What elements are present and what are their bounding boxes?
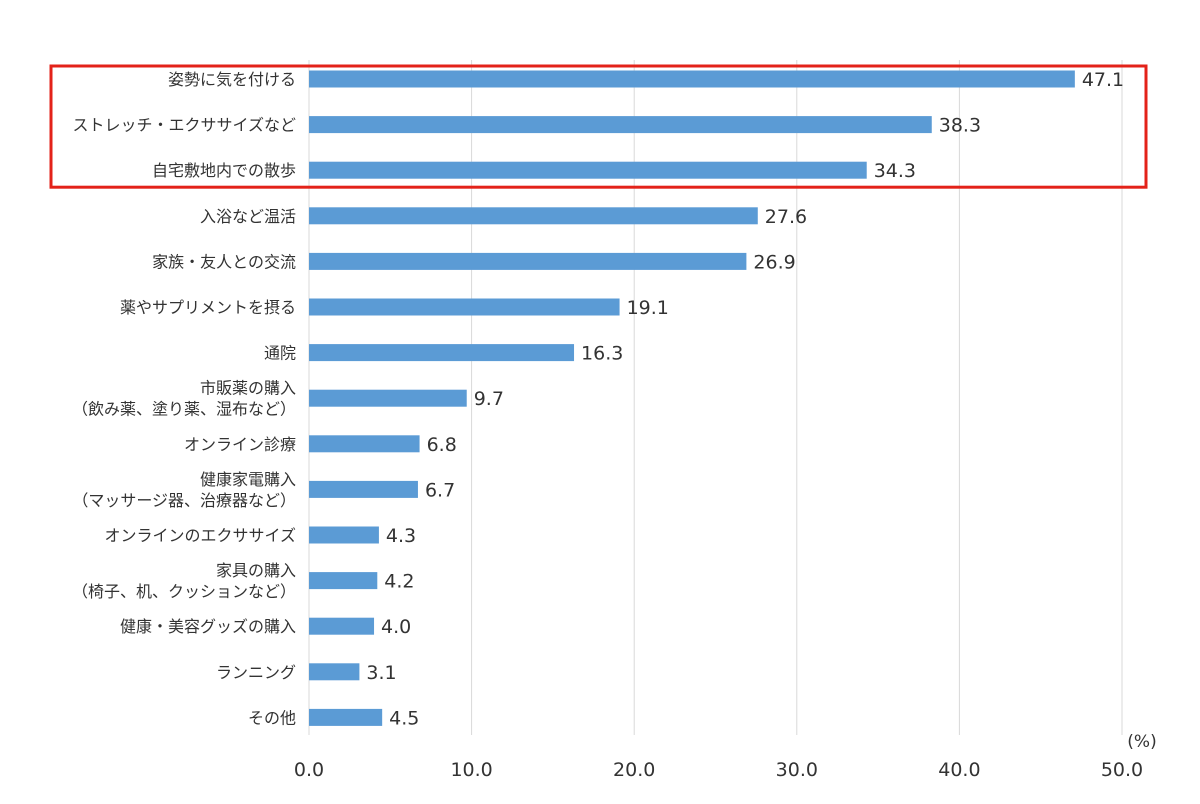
x-tick-label: 50.0 bbox=[1101, 759, 1143, 781]
category-label: 薬やサプリメントを摂る bbox=[120, 298, 296, 317]
category-labels: 姿勢に気を付けるストレッチ・エクササイズなど自宅敷地内での散歩入浴など温活家族・… bbox=[72, 70, 296, 727]
value-label: 4.5 bbox=[389, 707, 419, 729]
category-label: 自宅敷地内での散歩 bbox=[152, 161, 296, 180]
category-label: オンラインのエクササイズ bbox=[104, 526, 296, 545]
category-label: 市販薬の購入 bbox=[200, 379, 296, 398]
value-label: 4.3 bbox=[386, 525, 416, 547]
bar bbox=[309, 252, 747, 270]
bar bbox=[309, 435, 420, 453]
bars bbox=[309, 70, 1075, 726]
value-label: 3.1 bbox=[366, 662, 396, 684]
bar bbox=[309, 617, 375, 635]
category-label: 家族・友人との交流 bbox=[152, 252, 296, 271]
value-label: 26.9 bbox=[753, 251, 795, 273]
category-label: 健康家電購入 bbox=[200, 470, 296, 489]
x-tick-label: 20.0 bbox=[613, 759, 655, 781]
category-label: 入浴など温活 bbox=[200, 207, 296, 226]
category-label: 通院 bbox=[264, 344, 296, 363]
bar bbox=[309, 480, 418, 498]
x-tick-label: 30.0 bbox=[776, 759, 818, 781]
value-label: 19.1 bbox=[627, 297, 669, 319]
category-label: 家具の購入 bbox=[216, 561, 296, 580]
bar bbox=[309, 389, 467, 407]
value-label: 4.0 bbox=[381, 616, 411, 638]
category-label: 姿勢に気を付ける bbox=[168, 70, 296, 89]
bar bbox=[309, 708, 383, 726]
category-label: （マッサージ器、治療器など） bbox=[72, 491, 296, 510]
value-label: 34.3 bbox=[874, 160, 916, 182]
category-label: （椅子、机、クッションなど） bbox=[72, 582, 296, 601]
x-tick-label: 0.0 bbox=[294, 759, 324, 781]
highlight-box bbox=[49, 64, 1148, 189]
x-tick-label: 40.0 bbox=[938, 759, 980, 781]
category-label: オンライン診療 bbox=[184, 435, 296, 454]
x-axis-ticks: 0.0 10.0 20.0 30.0 40.0 50.0 bbox=[294, 759, 1143, 781]
bar bbox=[309, 298, 620, 316]
bar bbox=[309, 572, 378, 590]
category-label: ランニング bbox=[216, 663, 296, 682]
bar bbox=[309, 663, 360, 681]
category-label: 健康・美容グッズの購入 bbox=[120, 617, 296, 636]
value-label: 6.7 bbox=[425, 479, 455, 501]
unit-label: (%) bbox=[1127, 732, 1156, 752]
bar bbox=[309, 116, 932, 134]
value-label: 16.3 bbox=[581, 343, 623, 365]
category-label: ストレッチ・エクササイズなど bbox=[72, 116, 296, 135]
category-label: その他 bbox=[248, 708, 296, 727]
value-label: 9.7 bbox=[474, 388, 504, 410]
x-tick-label: 10.0 bbox=[450, 759, 492, 781]
value-label: 6.8 bbox=[427, 434, 457, 456]
bar bbox=[309, 344, 575, 362]
value-label: 38.3 bbox=[939, 115, 981, 137]
value-label: 47.1 bbox=[1082, 69, 1124, 91]
value-labels: 47.1 38.3 34.3 27.6 26.9 19.1 16.3 9.7 6.8 6.7 4.3… bbox=[366, 69, 1124, 729]
bar bbox=[309, 207, 758, 225]
category-label: （飲み薬、塗り薬、湿布など） bbox=[72, 400, 296, 419]
bar bbox=[309, 70, 1075, 88]
bar bbox=[309, 161, 867, 179]
bar bbox=[309, 526, 379, 544]
value-label: 4.2 bbox=[384, 571, 414, 593]
value-label: 27.6 bbox=[765, 206, 807, 228]
